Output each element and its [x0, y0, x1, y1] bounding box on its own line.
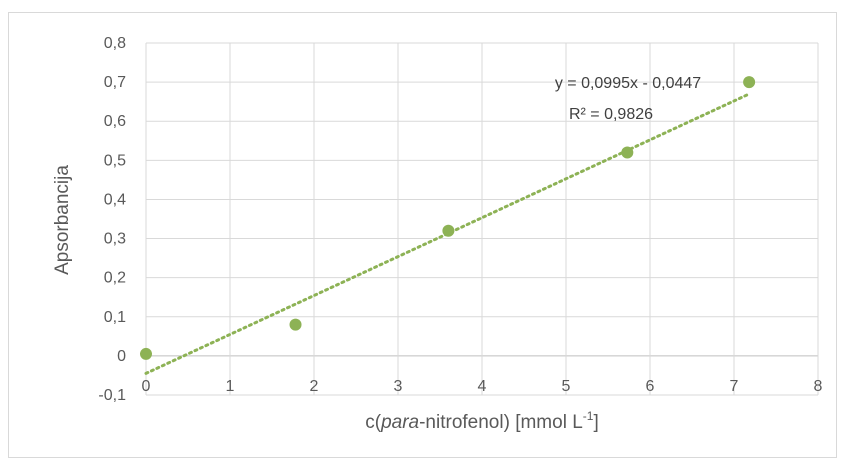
y-tick-label: -0,1: [98, 387, 126, 404]
data-point: [442, 224, 455, 237]
y-tick-label: 0,6: [104, 113, 126, 130]
x-tick-label: 2: [310, 378, 319, 395]
y-tick-label: 0,3: [104, 231, 126, 248]
data-point: [743, 76, 756, 89]
x-axis-title-suffix: ]: [593, 412, 598, 433]
x-axis-title-superscript: -1: [583, 409, 594, 423]
data-point: [289, 318, 302, 331]
y-tick-label: 0,8: [104, 35, 126, 52]
x-axis-title-italic: para: [380, 412, 419, 433]
data-point: [621, 146, 634, 159]
x-axis-title-middle: -nitrofenol) [mmol L: [419, 412, 583, 433]
x-tick-label: 4: [478, 378, 487, 395]
trendline-equation: y = 0,0995x - 0,0447: [555, 75, 701, 92]
y-tick-label: 0,2: [104, 270, 126, 287]
x-tick-label: 1: [226, 378, 235, 395]
y-tick-label: 0,4: [104, 191, 126, 208]
data-point: [140, 347, 152, 360]
y-tick-label: 0,1: [104, 309, 126, 326]
x-tick-label: 0: [142, 378, 151, 395]
y-axis-title: Apsorbancija: [52, 165, 73, 275]
y-tick-label: 0,5: [104, 152, 126, 169]
x-axis-title: c(para-nitrofenol) [mmol L-1]: [365, 409, 598, 433]
x-tick-label: 6: [646, 378, 655, 395]
x-tick-label: 8: [814, 378, 823, 395]
x-tick-label: 3: [394, 378, 403, 395]
trendline-r2: R² = 0,9826: [569, 106, 653, 123]
x-tick-label: 5: [562, 378, 571, 395]
x-axis-title-prefix: c(: [365, 412, 382, 433]
y-tick-label: 0,7: [104, 74, 126, 91]
x-tick-label: 7: [730, 378, 739, 395]
y-tick-label: 0: [117, 348, 126, 365]
